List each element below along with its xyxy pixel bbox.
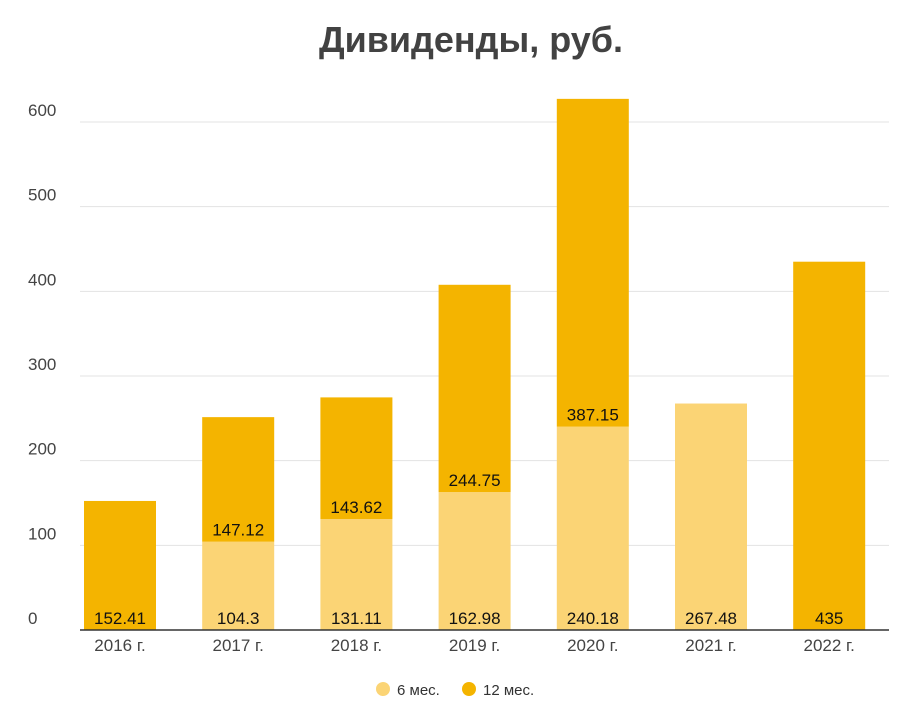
y-tick-label: 300: [28, 355, 56, 374]
y-tick-label: 100: [28, 524, 56, 543]
bar-6-months: [202, 541, 275, 630]
data-label: 240.18: [567, 609, 619, 628]
x-tick-label: 2017 г.: [213, 636, 264, 655]
data-label: 162.98: [449, 609, 501, 628]
y-tick-label: 200: [28, 440, 56, 459]
legend: 6 мес. 12 мес.: [376, 682, 534, 699]
bar-6-months: [675, 403, 747, 630]
x-axis: 2016 г. 2017 г. 2018 г. 2019 г. 2020 г. 2021 …: [80, 629, 889, 655]
legend-marker: [462, 682, 476, 696]
data-labels: 152.41 104.3 147.12 131.11 143.62 162.98 244.7…: [94, 406, 843, 628]
x-tick-label: 2020 г.: [567, 636, 618, 655]
x-tick-label: 2019 г.: [449, 636, 500, 655]
y-tick-label: 600: [28, 101, 56, 120]
data-label: 131.11: [331, 609, 382, 628]
y-tick-label: 0: [28, 609, 37, 628]
bar-12-months: [320, 397, 393, 519]
bar-12-months: [793, 261, 866, 630]
chart-title: Дивиденды, руб.: [319, 19, 623, 60]
bar-12-months: [202, 417, 275, 542]
bar-6-months: [438, 492, 511, 630]
data-label: 104.3: [217, 609, 260, 628]
data-label: 387.15: [567, 406, 619, 425]
bar-12-months: [556, 98, 629, 427]
bar-6-months: [320, 518, 393, 630]
data-label: 435: [815, 609, 843, 628]
data-label: 147.12: [212, 521, 264, 540]
y-tick-label: 500: [28, 186, 56, 205]
data-label: 152.41: [94, 609, 146, 628]
legend-marker: [376, 682, 390, 696]
bar-6-months: [556, 426, 629, 630]
bar-12-months: [84, 500, 156, 630]
y-tick-label: 400: [28, 270, 56, 289]
legend-label: 12 мес.: [483, 682, 534, 699]
data-label: 267.48: [685, 609, 737, 628]
x-tick-label: 2021 г.: [685, 636, 736, 655]
legend-label: 6 мес.: [397, 682, 440, 699]
data-label: 143.62: [330, 498, 382, 517]
x-tick-label: 2022 г.: [804, 636, 855, 655]
bars: [84, 98, 866, 630]
data-label: 244.75: [449, 471, 501, 490]
y-axis: 0 100 200 300 400 500 600: [28, 101, 56, 628]
bar-12-months: [438, 284, 511, 493]
x-tick-label: 2018 г.: [331, 636, 382, 655]
x-tick-label: 2016 г.: [94, 636, 145, 655]
